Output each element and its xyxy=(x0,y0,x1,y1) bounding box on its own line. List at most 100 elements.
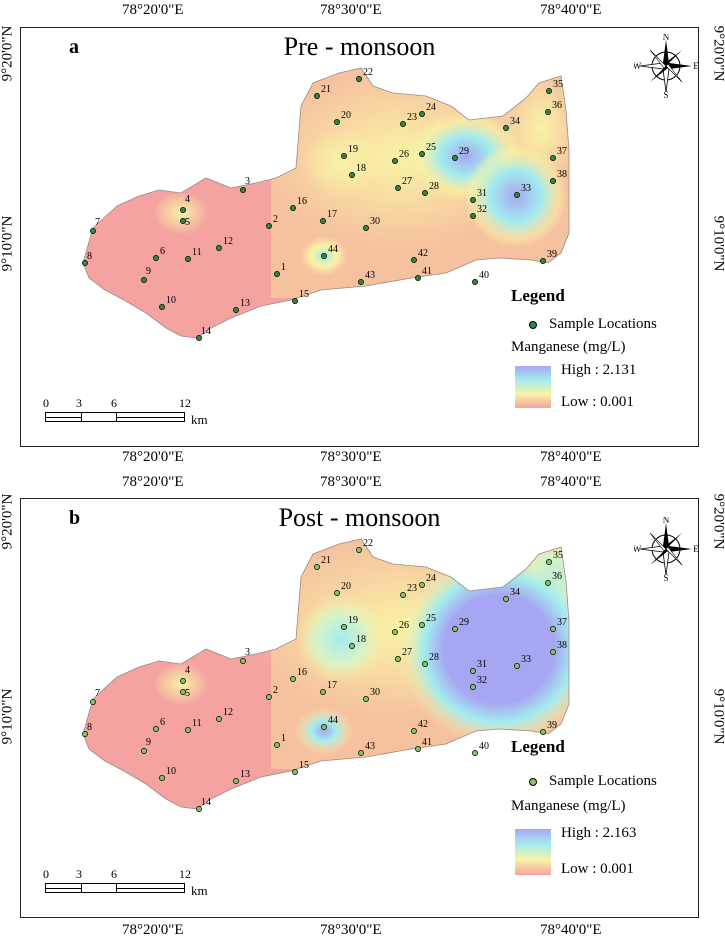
sample-label-21: 21 xyxy=(321,84,331,95)
panel-title: Post - monsoon xyxy=(278,503,441,532)
sample-label-2: 2 xyxy=(273,685,278,696)
sample-point-32 xyxy=(470,684,476,690)
sample-label-9: 9 xyxy=(146,266,151,277)
legend-heading: Legend xyxy=(511,286,565,305)
high-zone-44 xyxy=(294,707,354,755)
legend-low: Low : 0.001 xyxy=(561,394,634,410)
sample-label-28: 28 xyxy=(429,181,439,192)
sample-label-22: 22 xyxy=(363,538,373,549)
sample-point-9 xyxy=(141,748,147,754)
compass-w: W xyxy=(634,544,642,554)
sample-point-20 xyxy=(334,119,340,125)
lon-tick: 78°40'0"E xyxy=(540,474,602,490)
sample-label-14: 14 xyxy=(201,797,211,808)
panel-label: a xyxy=(69,36,79,58)
scale-tick: 3 xyxy=(76,396,82,410)
sample-label-1: 1 xyxy=(281,733,286,744)
sample-point-35 xyxy=(546,88,552,94)
sample-label-17: 17 xyxy=(327,680,337,691)
sample-point-18 xyxy=(349,643,355,649)
sample-point-5 xyxy=(180,689,186,695)
high-zone-east xyxy=(399,551,569,747)
sample-point-38 xyxy=(550,649,556,655)
sample-label-10: 10 xyxy=(166,295,176,306)
sample-label-20: 20 xyxy=(341,110,351,121)
legend: Legend Sample Locations Manganese (mg/L)… xyxy=(511,737,657,881)
sample-point-1 xyxy=(274,742,280,748)
panel-label: b xyxy=(69,507,81,529)
sample-label-29: 29 xyxy=(459,617,469,628)
sample-label-10: 10 xyxy=(166,766,176,777)
sample-point-18 xyxy=(349,172,355,178)
sample-label-27: 27 xyxy=(402,647,412,658)
sample-point-33 xyxy=(514,663,520,669)
legend-samples: Sample Locations xyxy=(549,773,657,789)
sample-point-28 xyxy=(422,661,428,667)
scale-tick: 12 xyxy=(179,867,191,881)
sample-point-19 xyxy=(341,624,347,630)
scale-tick: 6 xyxy=(111,396,117,410)
lon-tick: 78°30'0"E xyxy=(320,2,382,18)
lat-tick: 9°10'0"N xyxy=(710,688,725,745)
lon-tick: 78°40'0"E xyxy=(540,449,602,465)
sample-points: 1234567891011121314151617181920212223242… xyxy=(82,67,567,341)
sample-point-33 xyxy=(514,192,520,198)
legend-high: High : 2.163 xyxy=(561,825,637,841)
sample-label-17: 17 xyxy=(327,209,337,220)
sample-point-34 xyxy=(503,596,509,602)
sample-label-39: 39 xyxy=(547,249,557,260)
sample-label-36: 36 xyxy=(552,571,562,582)
sample-label-42: 42 xyxy=(418,248,428,259)
sample-point-8 xyxy=(82,731,88,737)
sample-point-6 xyxy=(153,726,159,732)
sample-label-24: 24 xyxy=(426,102,436,113)
sample-label-32: 32 xyxy=(477,675,487,686)
sample-label-39: 39 xyxy=(547,720,557,731)
sample-point-24 xyxy=(419,582,425,588)
legend-color-ramp xyxy=(515,829,551,875)
sample-point-30 xyxy=(363,696,369,702)
sample-label-13: 13 xyxy=(240,769,250,780)
sample-label-1: 1 xyxy=(281,262,286,273)
sample-point-1 xyxy=(274,271,280,277)
sample-label-5: 5 xyxy=(185,217,190,228)
sample-label-41: 41 xyxy=(422,737,432,748)
sample-point-27 xyxy=(395,185,401,191)
sample-label-7: 7 xyxy=(95,688,100,699)
legend-color-ramp xyxy=(515,366,551,408)
sample-label-13: 13 xyxy=(240,298,250,309)
sample-point-41 xyxy=(415,746,421,752)
sample-label-26: 26 xyxy=(399,620,409,631)
sample-label-2: 2 xyxy=(273,214,278,225)
lat-tick: 9°10'0"N xyxy=(0,215,16,272)
sample-label-25: 25 xyxy=(426,142,436,153)
sample-point-17 xyxy=(320,689,326,695)
map-panel-pre-monsoon: 1 2 3 4 5 6 7 8 9 10 11 12 13 14 15 16 17 18 19 20 21 22 23 24 2… xyxy=(20,27,699,447)
sample-label-44: 44 xyxy=(328,244,338,255)
sample-label-6: 6 xyxy=(160,246,165,257)
sample-point-icon xyxy=(529,777,537,786)
sample-label-8: 8 xyxy=(87,251,92,262)
sample-point-7 xyxy=(90,228,96,234)
sample-label-12: 12 xyxy=(223,707,233,718)
legend-high: High : 2.131 xyxy=(561,362,637,378)
scale-tick: 0 xyxy=(43,867,49,881)
lon-tick: 78°20'0"E xyxy=(122,449,184,465)
sample-label-42: 42 xyxy=(418,719,428,730)
sample-label-11: 11 xyxy=(192,718,202,729)
sample-point-9 xyxy=(141,277,147,283)
sample-label-6: 6 xyxy=(160,717,165,728)
sample-point-5 xyxy=(180,218,186,224)
sample-label-30: 30 xyxy=(370,216,380,227)
sample-label-19: 19 xyxy=(348,144,358,155)
sample-point-14 xyxy=(196,335,202,341)
sample-label-4: 4 xyxy=(185,194,190,205)
compass-w: W xyxy=(634,61,642,71)
sample-label-31: 31 xyxy=(477,659,487,670)
sample-label-37: 37 xyxy=(557,146,567,157)
sample-label-14: 14 xyxy=(201,326,211,337)
lat-tick: 9°20'0"N xyxy=(0,25,16,82)
sample-point-27 xyxy=(395,656,401,662)
sample-point-11 xyxy=(185,256,191,262)
sample-label-7: 7 xyxy=(95,217,100,228)
